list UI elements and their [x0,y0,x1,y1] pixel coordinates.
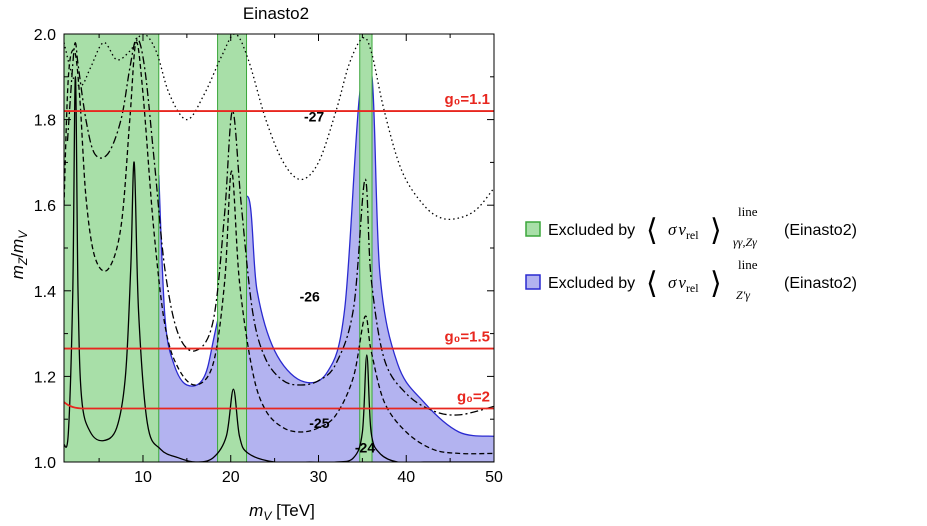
y-tick-label-0: 1.0 [34,455,56,472]
contour-label-m26: -26 [300,289,320,305]
g0-label-1: g₀=1.5 [444,329,490,346]
legend-bracket-right-2: ⟩ [710,266,722,301]
legend-prefix-2: Excluded by [548,275,635,292]
legend-bracket-right-1: ⟩ [710,213,722,248]
contour-solid-m24 [64,76,494,462]
g0-line-2 [64,401,494,410]
y-tick-label-1: 1.2 [34,369,56,386]
legend-bracket-left-1: ⟨ [646,213,658,248]
legend-sub-1: γγ,Zγ [733,235,757,249]
axis-ticks: 10 20 30 40 50 1.0 1.2 1.4 1.6 1.8 2.0 [34,27,503,486]
x-tick-label-20: 20 [222,469,240,486]
x-tick-label-40: 40 [397,469,415,486]
green-band-1 [217,34,248,462]
blue-excluded-region [158,58,494,462]
legend-item-gamma: Excluded by ⟨ σ vrel ⟩ line γγ,Zγ (Einast… [525,204,857,249]
blue-region-boundary [158,58,494,437]
chart-title: Einasto2 [243,4,309,23]
contour-dotted-m27 [64,34,494,221]
legend-item-zprime: Excluded by ⟨ σ vrel ⟩ line Z′γ (Einasto2… [525,257,857,302]
contour-dashed-m25 [64,41,494,455]
legend-sub-2: Z′γ [736,288,750,302]
contour-dashdot-m26 [66,37,494,416]
y-tick-label-5: 2.0 [34,27,56,44]
blue-region-fill [158,58,494,462]
g0-label-0: g₀=1.1 [444,91,490,108]
y-tick-label-3: 1.6 [34,198,56,215]
legend-swatch-blue [525,274,541,290]
legend-sigma-v-2: σ vrel [668,273,699,295]
legend-bracket-left-2: ⟨ [646,266,658,301]
legend-prefix-1: Excluded by [548,222,635,239]
green-band-2 [359,34,373,462]
legend-suffix-2: (Einasto2) [784,275,857,292]
curve-labels: -27 -26 -25 -24 g₀=1.1 g₀=1.5 g₀=2 [300,91,490,456]
contour-label-m25: -25 [309,415,329,431]
x-tick-label-50: 50 [485,469,503,486]
x-tick-label-30: 30 [310,469,328,486]
g0-lines [64,110,494,410]
g0-label-2: g₀=2 [457,389,490,406]
legend-suffix-1: (Einasto2) [784,222,857,239]
y-tick-label-4: 1.8 [34,113,56,130]
plot-area [64,34,494,462]
y-axis-label: mZ/mV [8,230,30,279]
x-tick-label-10: 10 [134,469,152,486]
contour-label-m24: -24 [355,440,375,456]
legend-sigma-v-1: σ vrel [668,220,699,242]
legend-swatch-green [525,221,541,237]
contour-label-m27: -27 [304,109,324,125]
legend-sup-2: line [738,257,758,272]
legend-sup-1: line [738,204,758,219]
y-tick-label-2: 1.4 [34,284,56,301]
x-axis-label: mV [TeV] [249,501,315,523]
contour-curves [64,34,494,462]
